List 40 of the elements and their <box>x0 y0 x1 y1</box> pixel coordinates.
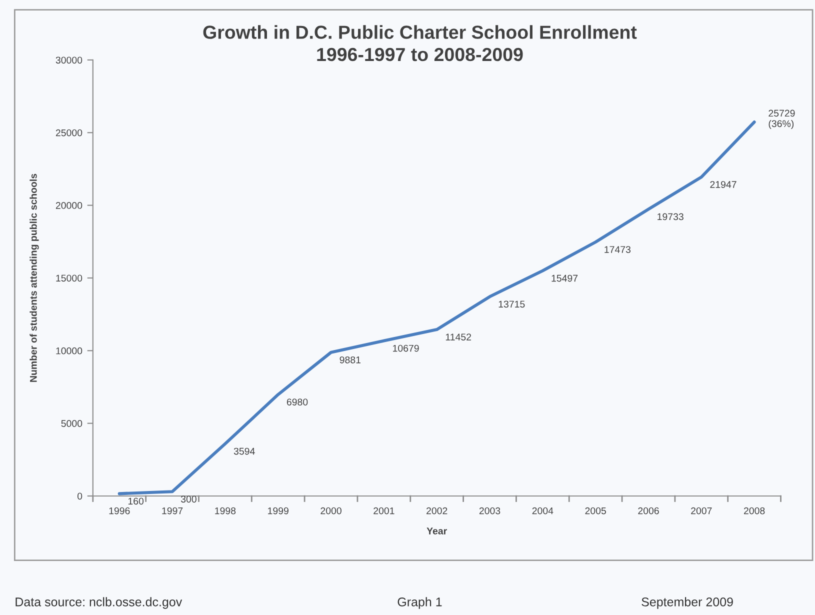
caption: Graph 1 <box>398 597 442 609</box>
x-tick-label: 2007 <box>691 507 712 514</box>
y-tick-label: 15000 <box>56 274 82 282</box>
data-label: 6980 <box>286 398 308 406</box>
x-tick-label: 1996 <box>109 507 130 514</box>
x-tick-label: 2000 <box>320 507 342 514</box>
y-tick-label: 30000 <box>56 56 82 64</box>
x-tick-label: 1997 <box>162 507 183 514</box>
x-tick-label: 2006 <box>638 507 659 514</box>
data-label: 9881 <box>340 356 360 364</box>
x-tick-label: 1998 <box>215 507 236 514</box>
data-label: 3594 <box>234 448 255 455</box>
x-tick-label: 2003 <box>479 507 500 514</box>
data-label: 25729 (36%) <box>768 110 795 130</box>
x-axis-title: Year <box>426 528 447 534</box>
y-tick-label: 20000 <box>56 202 82 209</box>
text: September 2009 <box>642 597 733 609</box>
chart-title: Growth in D.C. Public Charter School Enrollment 1996-1997 to 2008-2009 <box>203 25 637 62</box>
data-label: 300 <box>180 496 196 503</box>
data-label: 13715 <box>498 300 525 308</box>
x-tick-label: 2001 <box>374 507 394 514</box>
y-tick-label: 10000 <box>56 347 82 354</box>
data-label: 17473 <box>604 246 631 253</box>
data-label: 15497 <box>552 274 578 282</box>
y-tick-label: 25000 <box>56 129 82 136</box>
data-label: 19733 <box>658 213 684 220</box>
data-label: 11452 <box>446 334 472 340</box>
y-tick-label: 0 <box>77 492 82 500</box>
x-tick-label: 2008 <box>744 507 765 514</box>
data-label: 21947 <box>710 181 736 188</box>
source-note: Data source: nclb.osse.dc.gov <box>16 597 182 609</box>
x-tick-label: 2004 <box>532 507 554 514</box>
x-tick-label: 2005 <box>585 507 606 514</box>
data-label: 160 <box>128 498 144 505</box>
data-label: 10679 <box>393 344 419 352</box>
y-axis-title: Number of students attending public schools <box>30 174 39 382</box>
line-series <box>118 120 756 496</box>
x-tick-label: 2002 <box>426 507 448 514</box>
y-tick-label: 5000 <box>61 420 82 427</box>
x-tick-label: 1999 <box>268 507 288 514</box>
